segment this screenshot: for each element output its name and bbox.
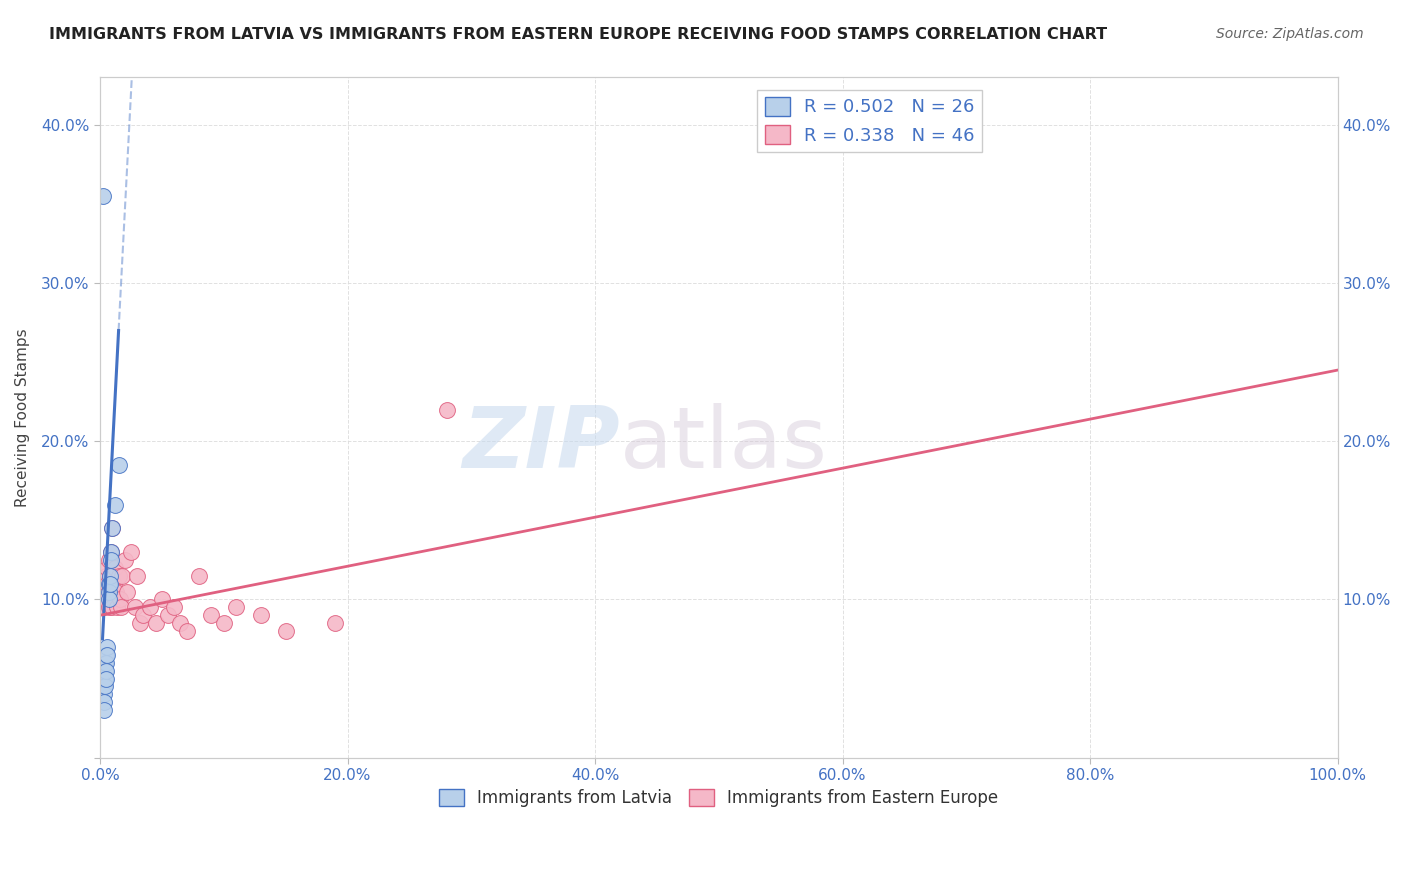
Point <box>96 561 118 575</box>
Point <box>107 568 129 582</box>
Point <box>93 687 115 701</box>
Text: atlas: atlas <box>620 403 828 486</box>
Point <box>98 568 121 582</box>
Point <box>105 600 128 615</box>
Point <box>105 584 128 599</box>
Point <box>138 600 160 615</box>
Text: IMMIGRANTS FROM LATVIA VS IMMIGRANTS FROM EASTERN EUROPE RECEIVING FOOD STAMPS C: IMMIGRANTS FROM LATVIA VS IMMIGRANTS FRO… <box>49 27 1108 42</box>
Point <box>98 576 121 591</box>
Point <box>110 600 132 615</box>
Point <box>145 616 167 631</box>
Point <box>94 592 117 607</box>
Point <box>96 568 118 582</box>
Text: Source: ZipAtlas.com: Source: ZipAtlas.com <box>1216 27 1364 41</box>
Point <box>97 553 120 567</box>
Point <box>96 648 118 662</box>
Point <box>117 584 139 599</box>
Point <box>96 656 118 670</box>
Point <box>250 608 273 623</box>
Point <box>107 458 129 472</box>
Point <box>96 648 118 662</box>
Point <box>96 576 118 591</box>
Point <box>97 592 120 607</box>
Point <box>96 584 118 599</box>
Legend: Immigrants from Latvia, Immigrants from Eastern Europe: Immigrants from Latvia, Immigrants from … <box>433 782 1005 814</box>
Point <box>127 568 149 582</box>
Point <box>120 545 142 559</box>
Point <box>97 576 120 591</box>
Point <box>96 640 118 654</box>
Point <box>157 608 180 623</box>
Point <box>100 545 122 559</box>
Point <box>150 592 173 607</box>
Point <box>111 568 134 582</box>
Point <box>103 576 125 591</box>
Point <box>91 592 114 607</box>
Point <box>132 608 155 623</box>
Point <box>94 576 117 591</box>
Point <box>101 521 124 535</box>
Point <box>200 608 222 623</box>
Point <box>93 680 115 694</box>
Point <box>93 600 115 615</box>
Point <box>104 561 127 575</box>
Point <box>97 584 120 599</box>
Point <box>188 568 211 582</box>
Point <box>93 695 115 709</box>
Y-axis label: Receiving Food Stamps: Receiving Food Stamps <box>15 328 30 507</box>
Text: ZIP: ZIP <box>463 403 620 486</box>
Point <box>108 592 131 607</box>
Point <box>98 568 121 582</box>
Point <box>104 498 127 512</box>
Point <box>101 600 124 615</box>
Point <box>100 553 122 567</box>
Point <box>124 600 146 615</box>
Point <box>94 656 117 670</box>
Point <box>93 672 115 686</box>
Point <box>225 600 247 615</box>
Point <box>212 616 235 631</box>
Point <box>100 545 122 559</box>
Point <box>94 680 117 694</box>
Point <box>98 584 121 599</box>
Point <box>101 521 124 535</box>
Point <box>96 672 118 686</box>
Point <box>163 600 186 615</box>
Point <box>96 664 118 678</box>
Point <box>128 616 150 631</box>
Point <box>436 402 458 417</box>
Point <box>176 624 198 639</box>
Point <box>93 703 115 717</box>
Point <box>169 616 191 631</box>
Point <box>94 664 117 678</box>
Point <box>91 189 114 203</box>
Point <box>94 672 117 686</box>
Point <box>93 584 115 599</box>
Point <box>97 600 120 615</box>
Point <box>114 553 136 567</box>
Point <box>323 616 346 631</box>
Point <box>274 624 297 639</box>
